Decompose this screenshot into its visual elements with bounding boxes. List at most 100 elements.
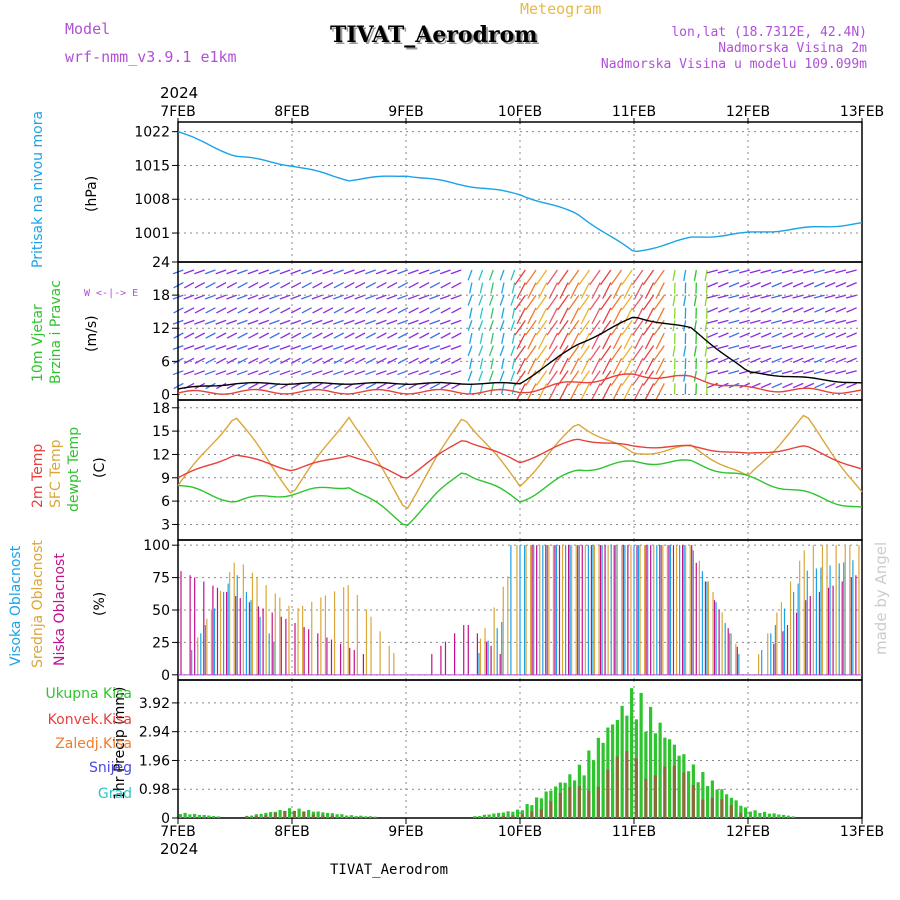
convective-bar bbox=[644, 778, 648, 818]
convective-bar bbox=[558, 792, 562, 818]
precip-bar bbox=[288, 808, 292, 818]
wind-arrow bbox=[527, 357, 537, 375]
wind-arrow bbox=[355, 357, 366, 364]
wind-arrow bbox=[386, 370, 398, 376]
wind-arrow bbox=[599, 370, 612, 386]
x-tick-label-bottom: 11FEB bbox=[612, 824, 656, 840]
wind-arrow bbox=[718, 332, 729, 338]
wind-arrow bbox=[301, 294, 312, 300]
precip-bar bbox=[520, 810, 524, 818]
wind-arrow bbox=[623, 357, 633, 375]
wind-arrow bbox=[704, 295, 708, 307]
precip-bar bbox=[525, 804, 529, 818]
x-tick-label-top: 10FEB bbox=[498, 104, 542, 120]
wind-arrow bbox=[450, 294, 462, 300]
precip-bar bbox=[202, 815, 206, 818]
wind-arrow bbox=[258, 357, 270, 364]
precip-bar bbox=[364, 816, 368, 818]
wind-arrow bbox=[183, 294, 195, 300]
wind-arrow bbox=[407, 269, 419, 275]
wind-arrow bbox=[589, 320, 601, 336]
wind-arrow bbox=[580, 282, 591, 299]
wind-arrow bbox=[634, 282, 644, 299]
wind-arrow bbox=[738, 294, 750, 299]
wind-arrow bbox=[578, 345, 591, 361]
wind-arrow bbox=[728, 344, 740, 350]
wind-arrow bbox=[683, 370, 687, 382]
wind-arrow bbox=[429, 344, 441, 350]
wind-arrow bbox=[510, 320, 516, 331]
wind-arrow bbox=[226, 269, 238, 275]
wind-arrow bbox=[440, 332, 451, 339]
wind-arrow bbox=[451, 282, 462, 289]
wind-arrow bbox=[655, 307, 665, 325]
dewpoint-line bbox=[177, 459, 863, 526]
wind-arrow bbox=[429, 294, 441, 300]
wind-arrow bbox=[354, 344, 366, 350]
wind-arrow bbox=[510, 269, 516, 281]
precip-bar bbox=[316, 811, 320, 818]
wind-arrow bbox=[803, 382, 815, 389]
convective-bar bbox=[577, 786, 581, 818]
wind-arrow bbox=[322, 382, 334, 390]
wind-arrow bbox=[280, 282, 291, 289]
wind-arrow bbox=[216, 282, 227, 289]
wind-arrow bbox=[467, 269, 473, 281]
wind-arrow bbox=[279, 344, 291, 350]
wind-arrow bbox=[365, 269, 376, 275]
wind-arrow bbox=[771, 382, 783, 389]
precip-bar bbox=[212, 816, 216, 818]
wind-arrow bbox=[814, 307, 825, 313]
wind-arrow bbox=[499, 269, 505, 281]
legend-rain: Ukupna Kisa bbox=[45, 686, 132, 702]
wind-arrow bbox=[312, 382, 323, 390]
convective-bar bbox=[245, 816, 249, 818]
wind-arrow bbox=[258, 282, 270, 289]
wind-arrow bbox=[322, 319, 334, 325]
precip-bar bbox=[216, 816, 220, 818]
x-tick-label-top: 11FEB bbox=[612, 104, 656, 120]
wind-arrow bbox=[771, 294, 783, 299]
wind-arrow bbox=[478, 294, 484, 306]
wind-arrow bbox=[749, 294, 761, 299]
wind-arrow bbox=[749, 269, 761, 274]
precip-bar bbox=[791, 816, 795, 818]
wind-arrow bbox=[268, 370, 280, 376]
wind-arrow bbox=[655, 332, 665, 350]
wind-arrow bbox=[546, 269, 558, 286]
wind-arrow bbox=[478, 269, 484, 281]
wind-arrow bbox=[739, 307, 751, 313]
wind-arrow bbox=[344, 357, 355, 364]
footer-station: TIVAT_Aerodrom bbox=[330, 862, 449, 878]
wind-arrow bbox=[525, 370, 537, 386]
wind-arrow bbox=[672, 345, 676, 357]
wind-arrow bbox=[258, 307, 270, 314]
wind-arrow bbox=[204, 370, 216, 376]
wind-arrow bbox=[279, 370, 291, 376]
wind-arrow bbox=[548, 332, 558, 350]
wind-arrow bbox=[644, 282, 655, 299]
wind-arrow bbox=[548, 383, 558, 400]
precip-bar bbox=[554, 786, 558, 818]
x-tick-label-bottom: 10FEB bbox=[498, 824, 542, 840]
wind-arrow bbox=[760, 282, 772, 288]
wind-arrow bbox=[237, 382, 248, 390]
wind-arrow bbox=[451, 307, 462, 314]
precip-bar bbox=[188, 814, 192, 818]
wind-arrow bbox=[408, 282, 419, 289]
convective-bar bbox=[606, 769, 610, 818]
precip-bar bbox=[340, 814, 344, 818]
wind-arrow bbox=[333, 319, 344, 325]
wind-arrow bbox=[478, 345, 484, 357]
wind-arrow bbox=[781, 370, 793, 375]
wind-arrow bbox=[333, 332, 344, 339]
y-tick-label: 25 bbox=[152, 635, 170, 651]
wind-arrow bbox=[439, 344, 451, 350]
wind-arrow bbox=[760, 294, 772, 299]
wind-arrow bbox=[750, 357, 761, 364]
wind-arrow bbox=[621, 345, 633, 361]
wind-arrow bbox=[527, 307, 537, 325]
wind-arrow bbox=[419, 282, 430, 289]
y-tick-label: 1008 bbox=[134, 192, 170, 208]
precip-bar bbox=[326, 812, 330, 818]
